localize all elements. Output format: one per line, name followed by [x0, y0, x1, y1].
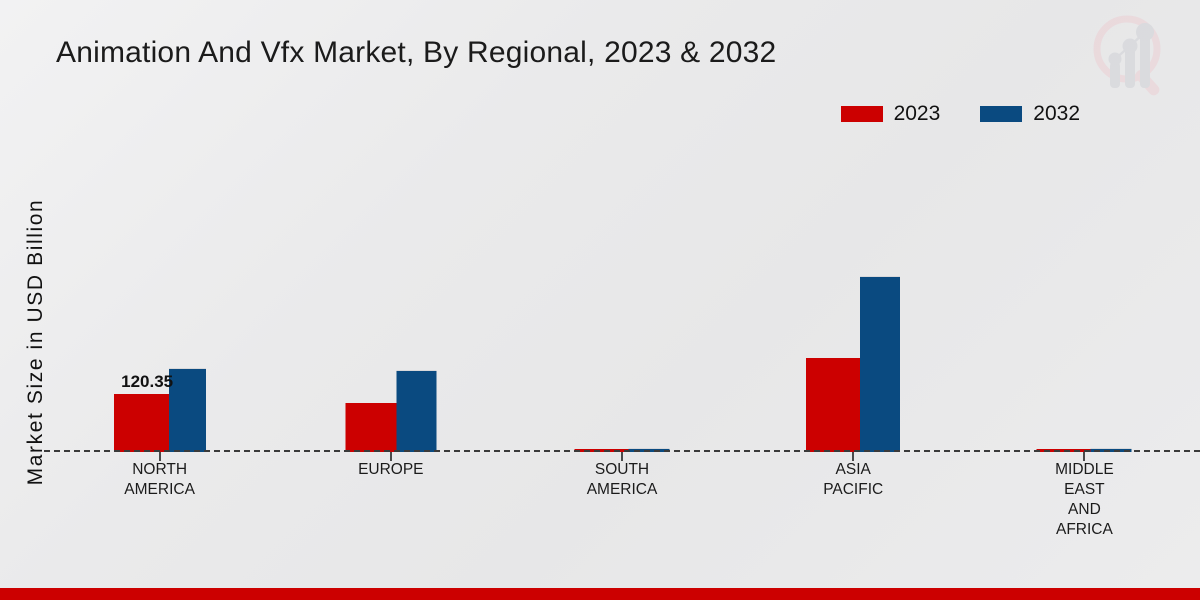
x-axis-label-line: ASIA [835, 461, 871, 478]
x-axis-label-line: AND [1068, 501, 1101, 518]
x-axis-label-europe: EUROPE [275, 460, 506, 540]
x-axis-label-south-america: SOUTH AMERICA [506, 460, 737, 540]
bar-groups: 120.35 [44, 140, 1200, 461]
x-axis-labels: NORTH AMERICA EUROPE SOUTH AMERICA ASIA … [44, 460, 1200, 540]
bar-group-south-america [506, 140, 737, 461]
bar-2032-europe[interactable] [396, 370, 437, 452]
axis-tick-north-america [158, 452, 161, 461]
x-axis-label-line: EAST [1064, 481, 1105, 498]
x-axis-label-north-america: NORTH AMERICA [44, 460, 275, 540]
axis-tick-asia-pacific [852, 452, 855, 461]
legend-label-2032: 2032 [1033, 102, 1080, 125]
bar-2032-asia-pacific[interactable] [860, 276, 901, 452]
bar-2023-north-america[interactable] [113, 394, 169, 452]
magnifier-bar-chart-logo-icon [1082, 4, 1182, 104]
page-title: Animation And Vfx Market, By Regional, 2… [56, 36, 777, 69]
plot-area: 120.35 [44, 140, 1200, 461]
axis-tick-south-america [621, 452, 623, 461]
legend-swatch-red-icon [840, 106, 883, 122]
x-axis-label-line: SOUTH [594, 461, 650, 478]
x-axis-label-asia-pacific: ASIA PACIFIC [738, 460, 969, 540]
bar-group-europe [275, 140, 506, 461]
bar-2023-asia-pacific[interactable] [806, 358, 861, 452]
bar-2023-europe[interactable] [345, 403, 397, 452]
x-axis-label-line: EUROPE [358, 461, 424, 478]
bar-group-north-america: 120.35 [44, 140, 275, 461]
y-axis: Market Size in USD Billion [0, 0, 47, 600]
bars-europe [345, 370, 437, 452]
bars-north-america [113, 368, 206, 452]
bar-value-label-north-america-2023: 120.35 [121, 372, 174, 391]
x-axis-label-line: MIDDLE [1055, 461, 1114, 478]
axis-tick-middle-east-and-africa [1083, 452, 1086, 461]
legend-label-2023: 2023 [893, 102, 941, 125]
legend-swatch-blue-icon [980, 106, 1023, 122]
legend-item-2032[interactable]: 2032 [980, 102, 1080, 126]
footer-accent-bar [0, 588, 1200, 600]
x-axis-label-line: PACIFIC [823, 481, 884, 498]
x-axis-label-line: NORTH [132, 461, 188, 478]
bar-2032-north-america[interactable] [168, 368, 206, 452]
legend-item-2023[interactable]: 2023 [840, 102, 941, 126]
chart-legend: 2023 2032 [840, 102, 1080, 126]
bars-asia-pacific [806, 276, 901, 452]
x-axis-baseline [44, 450, 1200, 452]
x-axis-label-middle-east-and-africa: MIDDLE EAST AND AFRICA [969, 460, 1200, 540]
axis-tick-europe [389, 452, 392, 461]
bar-group-middle-east-and-africa [969, 140, 1200, 461]
x-axis-label-line: AMERICA [586, 481, 658, 498]
bar-group-asia-pacific [738, 140, 969, 461]
x-axis-label-line: AFRICA [1055, 521, 1113, 538]
x-axis-label-line: AMERICA [124, 481, 195, 498]
